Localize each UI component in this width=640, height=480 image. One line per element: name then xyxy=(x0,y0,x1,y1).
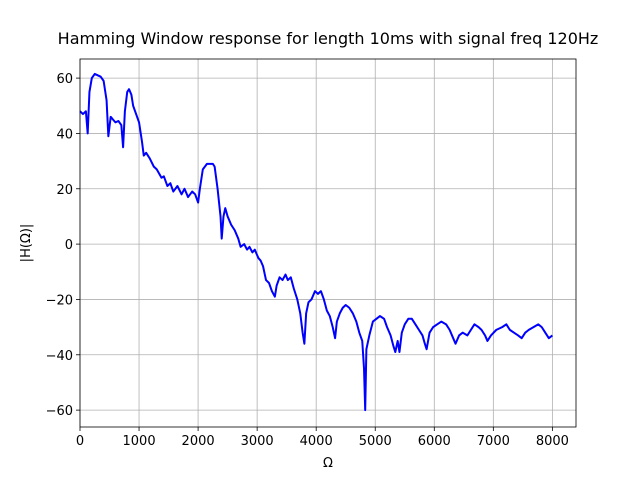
y-tick-label: −40 xyxy=(46,349,73,364)
x-tick-label: 6000 xyxy=(418,434,451,449)
x-tick-label: 3000 xyxy=(241,434,274,449)
x-tick-label: 4000 xyxy=(300,434,333,449)
y-tick-label: 20 xyxy=(56,183,73,198)
x-tick-label: 7000 xyxy=(477,434,510,449)
y-tick-label: 40 xyxy=(56,127,73,142)
y-axis-label: |H(Ω)| xyxy=(19,224,34,263)
y-tick-label: −60 xyxy=(46,404,73,419)
x-axis-label: Ω xyxy=(323,456,333,471)
x-tick-label: 2000 xyxy=(182,434,215,449)
axes-frame xyxy=(79,58,577,428)
y-tick-label: −20 xyxy=(46,293,73,308)
data-line xyxy=(79,72,553,412)
x-tick-label: 1000 xyxy=(123,434,156,449)
x-tick-label: 5000 xyxy=(359,434,392,449)
y-tick-label: 60 xyxy=(56,72,73,87)
x-tick-label: 8000 xyxy=(536,434,569,449)
y-tick-label: 0 xyxy=(65,238,73,253)
chart-title: Hamming Window response for length 10ms … xyxy=(58,29,599,48)
x-tick-label: 0 xyxy=(76,434,84,449)
